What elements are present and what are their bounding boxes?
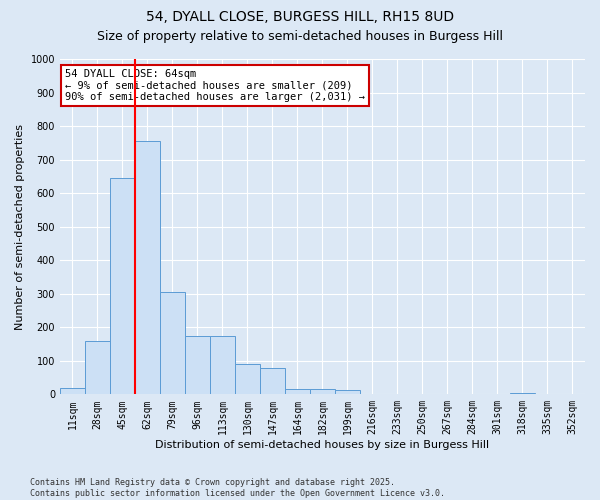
Text: 54, DYALL CLOSE, BURGESS HILL, RH15 8UD: 54, DYALL CLOSE, BURGESS HILL, RH15 8UD — [146, 10, 454, 24]
Text: Size of property relative to semi-detached houses in Burgess Hill: Size of property relative to semi-detach… — [97, 30, 503, 43]
Bar — [135, 141, 160, 395]
Text: 54 DYALL CLOSE: 64sqm
← 9% of semi-detached houses are smaller (209)
90% of semi: 54 DYALL CLOSE: 64sqm ← 9% of semi-detac… — [65, 69, 365, 102]
Bar — [310, 390, 335, 394]
Bar — [260, 368, 285, 394]
Bar — [60, 388, 85, 394]
Text: Contains HM Land Registry data © Crown copyright and database right 2025.
Contai: Contains HM Land Registry data © Crown c… — [30, 478, 445, 498]
Bar — [85, 340, 110, 394]
Bar — [160, 292, 185, 394]
Bar — [510, 392, 535, 394]
Bar — [235, 364, 260, 394]
Bar — [285, 390, 310, 394]
Bar — [110, 178, 135, 394]
Bar — [210, 336, 235, 394]
Y-axis label: Number of semi-detached properties: Number of semi-detached properties — [15, 124, 25, 330]
X-axis label: Distribution of semi-detached houses by size in Burgess Hill: Distribution of semi-detached houses by … — [155, 440, 490, 450]
Bar — [185, 336, 210, 394]
Bar — [335, 390, 360, 394]
